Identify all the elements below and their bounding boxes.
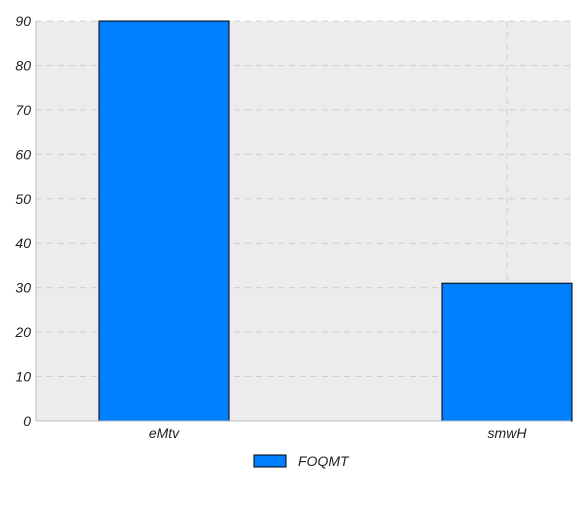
y-tick-label: 0 [23, 413, 31, 429]
bars [98, 20, 573, 422]
y-tick-label: 20 [14, 324, 31, 340]
y-tick-label: 30 [15, 280, 31, 296]
y-tick-label: 50 [15, 191, 31, 207]
x-tick-label: smwH [488, 425, 528, 441]
legend: FOQMT [253, 453, 350, 469]
y-tick-label: 90 [15, 13, 31, 29]
y-tick-label: 80 [15, 57, 31, 73]
bar-eMtv [98, 20, 230, 422]
legend-swatch [253, 454, 287, 468]
y-tick-label: 60 [15, 146, 31, 162]
x-axis-ticks: eMtv smwH [149, 425, 527, 441]
y-axis-ticks: 0 10 20 30 40 50 60 70 80 90 [14, 13, 31, 429]
y-tick-label: 40 [15, 235, 31, 251]
bar-smwH [441, 282, 573, 422]
y-tick-label: 70 [15, 102, 31, 118]
x-tick-label: eMtv [149, 425, 180, 441]
legend-label: FOQMT [298, 453, 350, 469]
y-tick-label: 10 [15, 369, 31, 385]
